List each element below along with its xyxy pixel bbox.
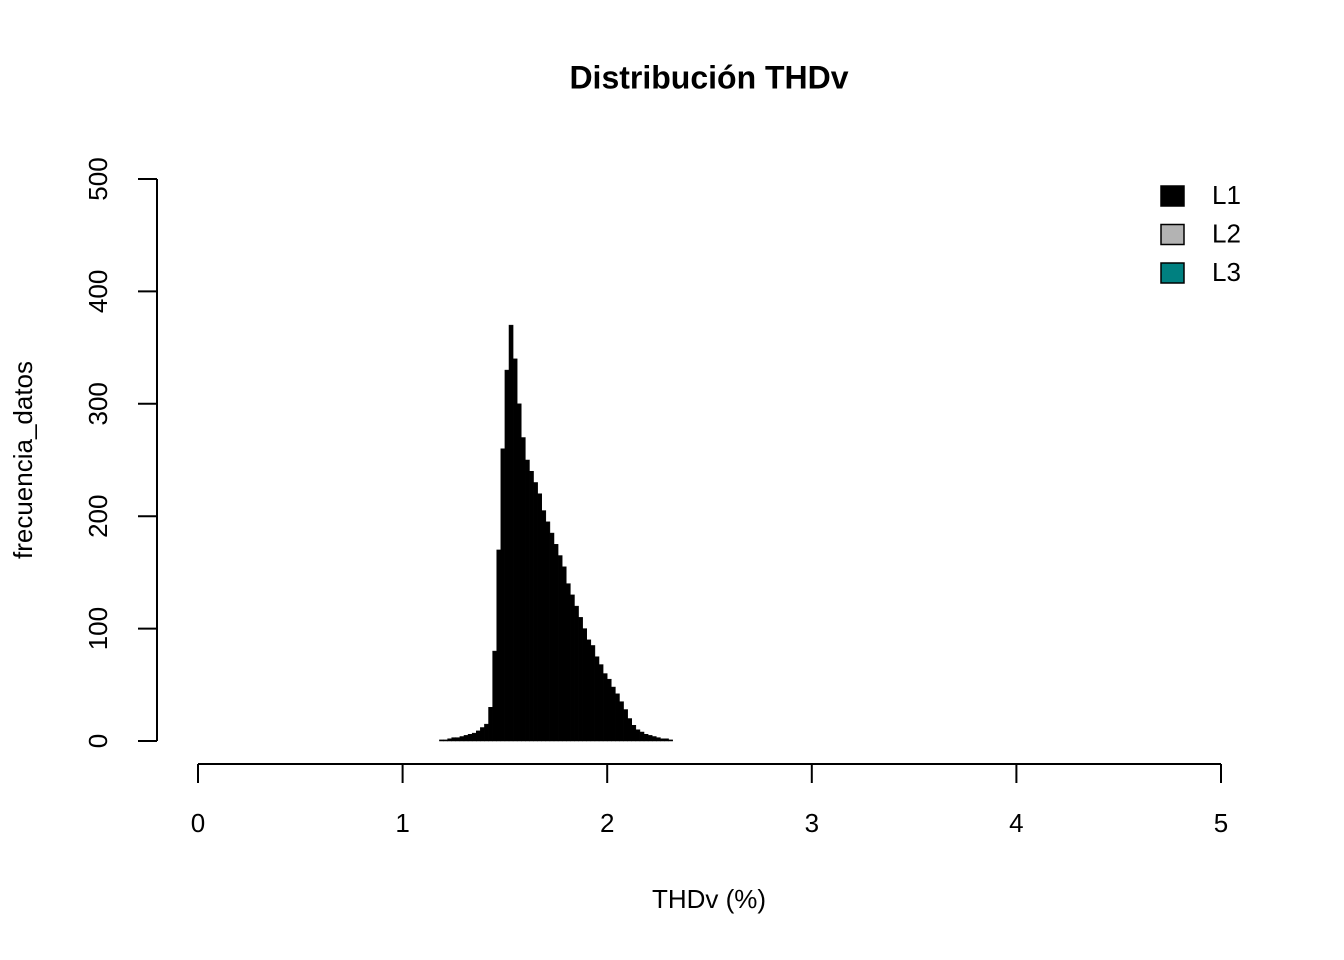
bar	[594, 656, 600, 742]
bar	[533, 482, 538, 742]
bar	[529, 470, 534, 742]
bar	[516, 403, 522, 742]
bar	[467, 734, 473, 742]
bar	[578, 617, 583, 742]
legend-label: L1	[1212, 180, 1241, 210]
x-tick-label: 1	[395, 808, 409, 838]
bar	[447, 738, 452, 742]
bar	[541, 510, 547, 742]
bar	[492, 650, 497, 742]
bar	[574, 605, 579, 742]
x-tick-label: 0	[191, 808, 205, 838]
bar	[631, 725, 637, 742]
bar	[508, 324, 514, 742]
bar	[480, 727, 485, 742]
legend-swatch	[1160, 262, 1185, 284]
bar	[598, 664, 604, 742]
legend-swatch	[1160, 223, 1185, 246]
bar	[439, 739, 444, 742]
bar	[619, 701, 624, 742]
x-tick-label: 5	[1214, 808, 1228, 838]
x-tick-label: 4	[1009, 808, 1023, 838]
y-tick-label: 400	[83, 270, 113, 313]
bar	[459, 736, 465, 742]
bar	[488, 707, 493, 742]
bar	[647, 735, 653, 742]
x-tick-label: 3	[805, 808, 819, 838]
bar	[471, 732, 477, 742]
bar	[443, 739, 448, 742]
bar	[496, 549, 502, 742]
bar	[664, 738, 669, 742]
y-tick-label: 300	[83, 382, 113, 425]
bar	[566, 583, 571, 742]
bar	[561, 566, 567, 742]
bar	[639, 731, 645, 742]
bar	[627, 718, 633, 742]
bar	[455, 737, 461, 742]
bar	[553, 544, 559, 742]
bar	[545, 521, 551, 742]
bar	[651, 736, 657, 742]
x-axis-label: THDv (%)	[652, 884, 766, 914]
bar	[549, 532, 555, 742]
bar	[623, 709, 628, 742]
y-tick-label: 100	[83, 607, 113, 650]
bar	[635, 729, 641, 742]
bar	[557, 555, 563, 742]
bar	[504, 369, 510, 742]
bar	[463, 735, 469, 742]
bar	[643, 734, 649, 742]
y-axis-label: frecuencia_datos	[8, 361, 38, 559]
bar	[451, 737, 457, 742]
bar	[606, 678, 612, 742]
bar	[537, 493, 542, 742]
y-tick-label: 200	[83, 495, 113, 538]
bar	[512, 358, 518, 742]
bar	[570, 594, 575, 742]
bar	[500, 448, 506, 742]
bar	[590, 645, 596, 742]
bar	[656, 737, 661, 742]
bar	[525, 459, 530, 742]
chart-title: Distribución THDv	[569, 59, 848, 95]
x-tick-label: 2	[600, 808, 614, 838]
y-tick-label: 500	[83, 157, 113, 200]
legend-swatch	[1160, 185, 1185, 207]
bar	[484, 723, 489, 742]
bar	[668, 739, 673, 742]
bar	[521, 437, 526, 742]
bar	[602, 673, 608, 742]
bar	[586, 639, 592, 742]
bar	[476, 730, 481, 742]
bar	[582, 628, 587, 742]
bar	[611, 686, 616, 742]
y-tick-label: 0	[83, 734, 113, 748]
bar	[615, 693, 620, 742]
legend-label: L3	[1212, 257, 1241, 287]
bar	[660, 738, 665, 742]
legend-label: L2	[1212, 218, 1241, 248]
